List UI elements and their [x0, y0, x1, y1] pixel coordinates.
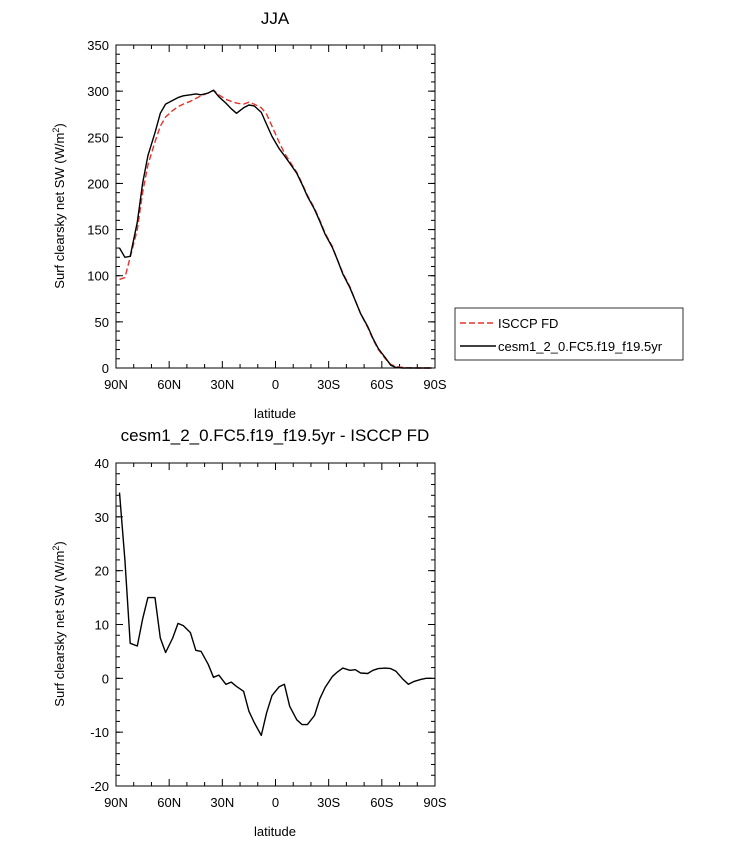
top-xtick-label: 90N — [104, 377, 128, 392]
top-ytick-label: 0 — [102, 361, 109, 376]
bottom-xtick-label: 90N — [104, 795, 128, 810]
top-ytick-label: 150 — [87, 223, 109, 238]
top-xtick-label: 30N — [210, 377, 234, 392]
top-plot-frame — [115, 44, 436, 369]
legend: ISCCP FD cesm1_2_0.FC5.f19_f19.5yr — [454, 307, 684, 361]
bottom-chart-title: cesm1_2_0.FC5.f19_f19.5yr - ISCCP FD — [121, 426, 430, 445]
bottom-ytick-label: 0 — [102, 671, 109, 686]
bottom-ytick-label: 10 — [95, 618, 109, 633]
top-ylabel: Surf clearsky net SW (W/m2) — [51, 123, 67, 288]
top-xtick-label: 0 — [272, 377, 279, 392]
top-xtick-label: 30S — [317, 377, 340, 392]
bottom-ytick-label: -20 — [90, 779, 109, 794]
bottom-xlabel: latitude — [254, 824, 296, 839]
bottom-xtick-label: 90S — [423, 795, 446, 810]
top-ylabel-end: ) — [52, 123, 67, 127]
bottom-plot-frame — [115, 462, 436, 787]
legend-label-isccp: ISCCP FD — [498, 316, 558, 331]
bottom-ylabel-end: ) — [52, 541, 67, 545]
bottom-panel: cesm1_2_0.FC5.f19_f19.5yr - ISCCP FD 90N… — [51, 426, 447, 839]
bottom-ytick-label: 30 — [95, 510, 109, 525]
legend-label-cesm: cesm1_2_0.FC5.f19_f19.5yr — [498, 339, 663, 354]
top-ytick-label: 300 — [87, 84, 109, 99]
bottom-series — [118, 492, 432, 737]
bottom-xtick-label: 60N — [157, 795, 181, 810]
legend-box — [454, 307, 684, 361]
top-ytick-label: 250 — [87, 130, 109, 145]
bottom-ylabel: Surf clearsky net SW (W/m2) — [51, 541, 67, 706]
bottom-ylabel-main: Surf clearsky net SW (W/m — [52, 551, 67, 707]
top-xlabel: latitude — [254, 406, 296, 421]
bottom-ticks: 90N 60N 30N 0 30S 60S 90S -20 -10 0 10 20 30 40 — [90, 456, 447, 810]
bottom-xtick-label: 30N — [210, 795, 234, 810]
bottom-xtick-label: 0 — [272, 795, 279, 810]
bottom-xtick-label: 30S — [317, 795, 340, 810]
top-ylabel-sup: 2 — [51, 128, 61, 133]
bottom-ylabel-sup: 2 — [51, 546, 61, 551]
top-xtick-label: 90S — [423, 377, 446, 392]
top-panel: JJA 90N 60N 30N 0 30S 60S 90S 0 50 100 150 200 250 30… — [51, 9, 447, 421]
top-ticks: 90N 60N 30N 0 30S 60S 90S 0 50 100 150 200 250 300 350 — [87, 38, 447, 392]
bottom-xtick-label: 60S — [370, 795, 393, 810]
bottom-ytick-label: 40 — [95, 456, 109, 471]
top-ylabel-main: Surf clearsky net SW (W/m — [52, 133, 67, 289]
bottom-ytick-label: -10 — [90, 725, 109, 740]
top-chart-title: JJA — [261, 9, 290, 28]
bottom-series-line-0 — [118, 492, 432, 737]
top-series — [118, 89, 432, 369]
top-series-line-1 — [118, 89, 432, 369]
top-ytick-label: 100 — [87, 269, 109, 284]
top-series-line-0 — [119, 89, 432, 369]
top-xtick-label: 60S — [370, 377, 393, 392]
top-xtick-label: 60N — [157, 377, 181, 392]
top-ytick-label: 50 — [95, 315, 109, 330]
top-ytick-label: 350 — [87, 38, 109, 53]
bottom-ytick-label: 20 — [95, 564, 109, 579]
top-ytick-label: 200 — [87, 176, 109, 191]
